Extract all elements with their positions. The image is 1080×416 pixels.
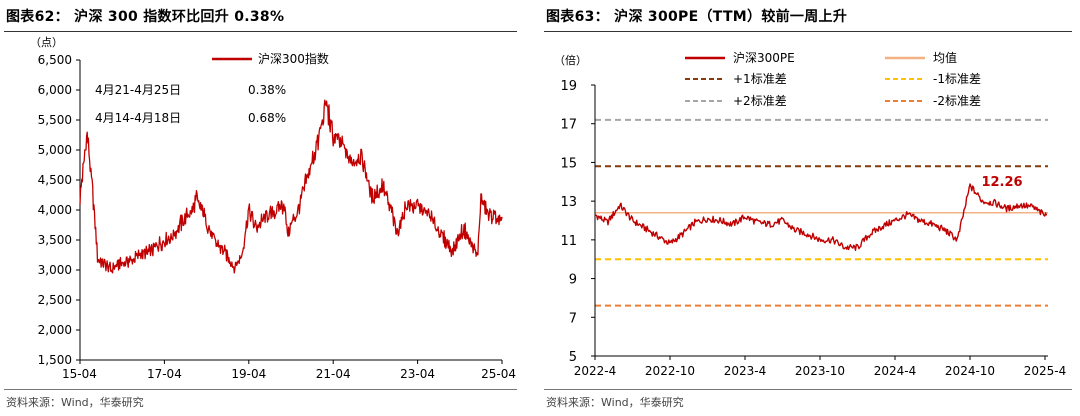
chart-title: 图表63： 沪深 300PE（TTM）较前一周上升 bbox=[546, 9, 848, 25]
y-tick-label: 13 bbox=[560, 195, 577, 210]
end-value-label: 12.26 bbox=[981, 175, 1022, 190]
y-tick-label: 2,500 bbox=[38, 293, 72, 307]
x-tick-label: 21-04 bbox=[316, 367, 351, 381]
x-tick-label: 2025-4 bbox=[1024, 364, 1067, 378]
source-note: 资料来源：Wind，华泰研究 bbox=[6, 396, 144, 409]
x-tick-label: 2022-10 bbox=[645, 364, 695, 378]
x-tick-label: 2024-4 bbox=[874, 364, 917, 378]
y-axis-unit: （点） bbox=[30, 36, 63, 49]
y-tick-label: 1,500 bbox=[38, 353, 72, 367]
y-tick-label: 4,500 bbox=[38, 173, 72, 187]
x-tick-label: 2023-4 bbox=[724, 364, 767, 378]
x-tick-label: 19-04 bbox=[231, 367, 266, 381]
series-line-hs300-pe bbox=[594, 183, 1048, 252]
y-tick-label: 5,000 bbox=[38, 143, 72, 157]
legend-label: -2标准差 bbox=[933, 94, 981, 108]
annotation-period: 4月14-4月18日 bbox=[95, 111, 181, 125]
y-tick-label: 11 bbox=[560, 234, 577, 249]
legend-label: +1标准差 bbox=[733, 72, 787, 86]
legend-label: 沪深300PE bbox=[733, 51, 795, 65]
title-divider bbox=[4, 31, 517, 32]
y-tick-label: 6,000 bbox=[38, 83, 72, 97]
line-chart-hs300-index: （点） 1,500 2,000 2,500 3,000 3,500 4,000 4,500 5,… bbox=[30, 36, 516, 381]
title-divider bbox=[544, 31, 1072, 32]
x-tick-label: 15-04 bbox=[62, 367, 97, 381]
y-tick-label: 17 bbox=[560, 118, 577, 133]
y-tick-label: 3,500 bbox=[38, 233, 72, 247]
y-tick-label: 15 bbox=[560, 156, 577, 171]
y-tick-label: 2,000 bbox=[38, 323, 72, 337]
x-tick-label: 2024-10 bbox=[945, 364, 995, 378]
series-line-hs300 bbox=[79, 99, 503, 274]
source-divider bbox=[544, 389, 1072, 390]
chart-panel-hs300-index: 图表62： 沪深 300 指数环比回升 0.38% （点） 1,500 2,000 2… bbox=[0, 0, 525, 416]
y-tick-label: 4,000 bbox=[38, 203, 72, 217]
legend-label: 均值 bbox=[933, 50, 957, 65]
y-tick-label: 19 bbox=[560, 79, 577, 94]
legend-label: -1标准差 bbox=[933, 72, 981, 86]
annotation-period: 4月21-4月25日 bbox=[95, 83, 181, 97]
chart-title: 图表62： 沪深 300 指数环比回升 0.38% bbox=[6, 9, 285, 25]
x-tick-label: 23-04 bbox=[400, 367, 435, 381]
legend-label: 沪深300指数 bbox=[258, 51, 329, 66]
annotation-value: 0.38% bbox=[248, 83, 286, 97]
source-note: 资料来源：Wind，华泰研究 bbox=[546, 396, 684, 409]
x-tick-label: 2023-10 bbox=[795, 364, 845, 378]
legend-label: +2标准差 bbox=[733, 94, 787, 108]
y-tick-label: 5 bbox=[569, 350, 577, 365]
line-chart-hs300-pe: （倍） 5 7 9 11 13 15 17 19 2022-4 2022-10 2023-4 2023-… bbox=[554, 50, 1067, 378]
x-tick-label: 25-04 bbox=[481, 367, 516, 381]
x-tick-label: 17-04 bbox=[147, 367, 182, 381]
y-tick-label: 5,500 bbox=[38, 113, 72, 127]
y-tick-label: 7 bbox=[569, 311, 577, 326]
x-tick-label: 2022-4 bbox=[574, 364, 617, 378]
y-tick-label: 6,500 bbox=[38, 53, 72, 67]
y-tick-label: 9 bbox=[569, 273, 577, 288]
y-axis-unit: （倍） bbox=[554, 53, 587, 67]
chart-panel-hs300-pe: 图表63： 沪深 300PE（TTM）较前一周上升 （倍） 5 7 9 11 13 15 17… bbox=[540, 0, 1080, 416]
source-divider bbox=[4, 389, 517, 390]
y-tick-label: 3,000 bbox=[38, 263, 72, 277]
annotation-value: 0.68% bbox=[248, 111, 286, 125]
